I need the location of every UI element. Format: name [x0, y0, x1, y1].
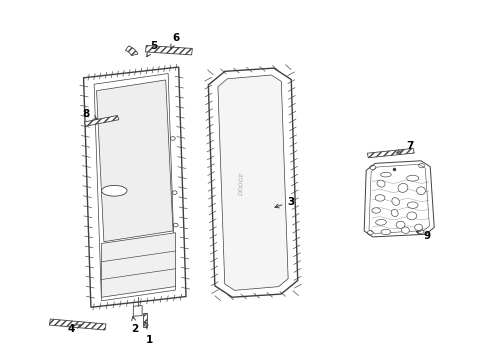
Text: 1: 1 [144, 322, 153, 345]
Text: 8: 8 [82, 109, 97, 119]
Polygon shape [96, 80, 173, 242]
Polygon shape [208, 68, 297, 297]
Polygon shape [142, 313, 147, 327]
Text: 9: 9 [415, 231, 430, 240]
Ellipse shape [406, 212, 416, 220]
Text: 2: 2 [131, 316, 138, 334]
Text: 7: 7 [396, 141, 413, 153]
Ellipse shape [102, 185, 127, 196]
Ellipse shape [391, 198, 399, 206]
Ellipse shape [371, 208, 380, 213]
Text: 5: 5 [146, 41, 158, 57]
Polygon shape [364, 161, 433, 237]
Polygon shape [133, 306, 142, 316]
Polygon shape [218, 75, 287, 291]
Polygon shape [145, 45, 192, 55]
Polygon shape [366, 148, 413, 158]
Ellipse shape [406, 175, 418, 181]
Ellipse shape [380, 229, 390, 235]
Ellipse shape [380, 172, 390, 177]
Polygon shape [49, 319, 106, 330]
Text: DODGE: DODGE [239, 172, 244, 195]
Ellipse shape [375, 220, 386, 225]
Polygon shape [125, 46, 138, 55]
Ellipse shape [395, 221, 404, 228]
Polygon shape [101, 233, 175, 297]
Ellipse shape [374, 195, 384, 201]
Polygon shape [94, 73, 175, 301]
Text: 6: 6 [170, 33, 180, 49]
Ellipse shape [401, 227, 408, 233]
Text: 4: 4 [67, 324, 81, 334]
Text: 3: 3 [274, 197, 294, 208]
Polygon shape [84, 116, 119, 126]
Ellipse shape [407, 202, 417, 208]
Polygon shape [83, 67, 185, 307]
Ellipse shape [414, 224, 422, 230]
Ellipse shape [390, 210, 397, 217]
Ellipse shape [376, 180, 384, 187]
Ellipse shape [397, 184, 407, 192]
Ellipse shape [416, 187, 425, 195]
